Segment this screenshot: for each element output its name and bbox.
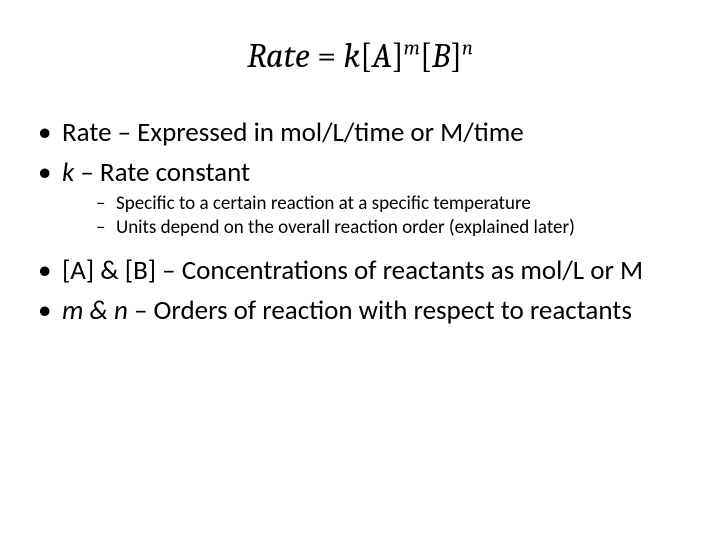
def-mn: – Orders of reaction with respect to rea… bbox=[128, 294, 632, 327]
def-ab: – Concentrations of reactants as mol/L o… bbox=[156, 254, 643, 287]
def-rate: – Expressed in mol/L/time or M/time bbox=[112, 116, 524, 149]
sub-list-item: Units depend on the overall reaction ord… bbox=[96, 216, 690, 240]
def-k: – Rate constant bbox=[74, 156, 250, 189]
term-ab: [A] & [B] bbox=[62, 254, 156, 287]
eq-lhs: Rate bbox=[247, 36, 310, 76]
sub-list-item: Specific to a certain reaction at a spec… bbox=[96, 192, 690, 216]
term-k: k bbox=[62, 156, 74, 189]
eq-A: A bbox=[372, 36, 392, 76]
eq-lbrack1: [ bbox=[360, 36, 372, 76]
eq-equals: = bbox=[310, 36, 344, 76]
term-rate: Rate bbox=[62, 116, 112, 149]
eq-rbrack2: ] bbox=[450, 36, 462, 76]
list-item: m & n – Orders of reaction with respect … bbox=[38, 294, 690, 328]
eq-k: k bbox=[344, 36, 361, 76]
eq-m: m bbox=[404, 38, 420, 61]
eq-n: n bbox=[462, 38, 473, 61]
eq-lbrack2: [ bbox=[420, 36, 432, 76]
list-item: [A] & [B] – Concentrations of reactants … bbox=[38, 254, 690, 288]
rate-law-equation: Rate = k[A]m[B]n bbox=[30, 36, 690, 76]
eq-B: B bbox=[432, 36, 450, 76]
definition-list: Rate – Expressed in mol/L/time or M/time… bbox=[30, 116, 690, 328]
list-item: k – Rate constant Specific to a certain … bbox=[38, 156, 690, 240]
term-mn: m & n bbox=[62, 294, 128, 327]
sub-list: Specific to a certain reaction at a spec… bbox=[62, 192, 690, 241]
list-item: Rate – Expressed in mol/L/time or M/time bbox=[38, 116, 690, 150]
eq-rbrack1: ] bbox=[392, 36, 404, 76]
